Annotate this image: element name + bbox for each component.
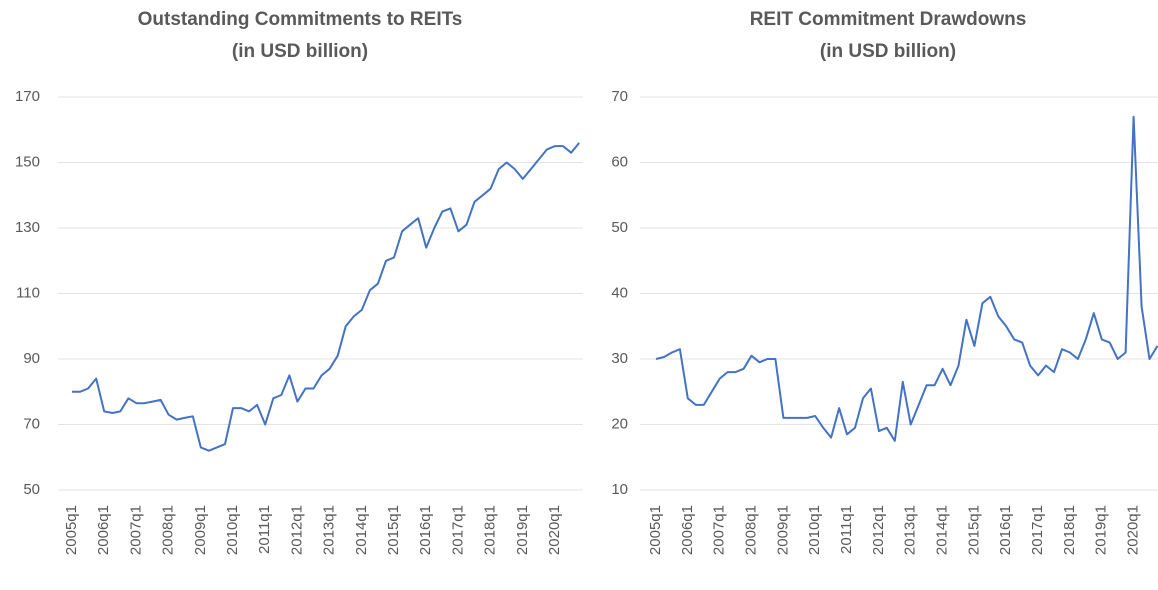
- x-tick-label: 2013q1: [902, 505, 919, 555]
- x-tick-label: 2015q1: [965, 505, 982, 555]
- x-tick-label: 2020q1: [1125, 505, 1142, 555]
- data-line: [72, 142, 580, 452]
- x-tick-label: 2012q1: [288, 505, 305, 555]
- y-tick-label: 50: [23, 481, 40, 498]
- x-tick-label: 2014q1: [934, 505, 951, 555]
- chart-subtitle: (in USD billion): [820, 41, 956, 62]
- y-tick-label: 10: [611, 481, 628, 498]
- x-tick-label: 2008q1: [742, 505, 759, 555]
- x-tick-label: 2017q1: [449, 505, 466, 555]
- y-tick-label: 90: [23, 350, 40, 367]
- y-tick-label: 40: [611, 284, 628, 301]
- y-tick-label: 20: [611, 415, 628, 432]
- x-tick-label: 2016q1: [997, 505, 1014, 555]
- chart-title: Outstanding Commitments to REITs: [138, 9, 463, 30]
- y-tick-label: 70: [23, 415, 40, 432]
- chart-title: REIT Commitment Drawdowns: [750, 9, 1027, 30]
- x-tick-label: 2010q1: [806, 505, 823, 555]
- x-tick-label: 2015q1: [385, 505, 402, 555]
- x-tick-label: 2009q1: [192, 505, 209, 555]
- x-tick-label: 2010q1: [224, 505, 241, 555]
- data-line: [655, 115, 1158, 442]
- x-tick-label: 2018q1: [1061, 505, 1078, 555]
- x-tick-label: 2005q1: [63, 505, 80, 555]
- x-tick-label: 2009q1: [774, 505, 791, 555]
- x-tick-label: 2007q1: [127, 505, 144, 555]
- x-tick-label: 2017q1: [1029, 505, 1046, 555]
- x-tick-label: 2008q1: [160, 505, 177, 555]
- x-tick-label: 2011q1: [838, 505, 855, 554]
- y-tick-label: 70: [611, 88, 628, 105]
- x-tick-label: 2005q1: [647, 505, 664, 555]
- x-tick-label: 2007q1: [711, 505, 728, 555]
- x-tick-label: 2020q1: [546, 505, 563, 555]
- y-tick-label: 130: [15, 219, 40, 236]
- x-tick-label: 2006q1: [679, 505, 696, 555]
- y-tick-label: 30: [611, 350, 628, 367]
- x-tick-label: 2014q1: [353, 505, 370, 555]
- x-tick-label: 2016q1: [417, 505, 434, 555]
- x-tick-label: 2019q1: [514, 505, 531, 555]
- y-tick-label: 170: [15, 88, 40, 105]
- x-tick-label: 2013q1: [321, 505, 338, 555]
- y-tick-label: 150: [15, 153, 40, 170]
- x-tick-label: 2006q1: [95, 505, 112, 555]
- y-tick-label: 60: [611, 153, 628, 170]
- x-tick-label: 2019q1: [1093, 505, 1110, 555]
- x-tick-label: 2018q1: [482, 505, 499, 555]
- y-tick-label: 110: [16, 284, 40, 301]
- x-tick-label: 2012q1: [870, 505, 887, 555]
- chart-subtitle: (in USD billion): [232, 41, 368, 62]
- x-tick-label: 2011q1: [256, 505, 273, 554]
- y-tick-label: 50: [611, 219, 628, 236]
